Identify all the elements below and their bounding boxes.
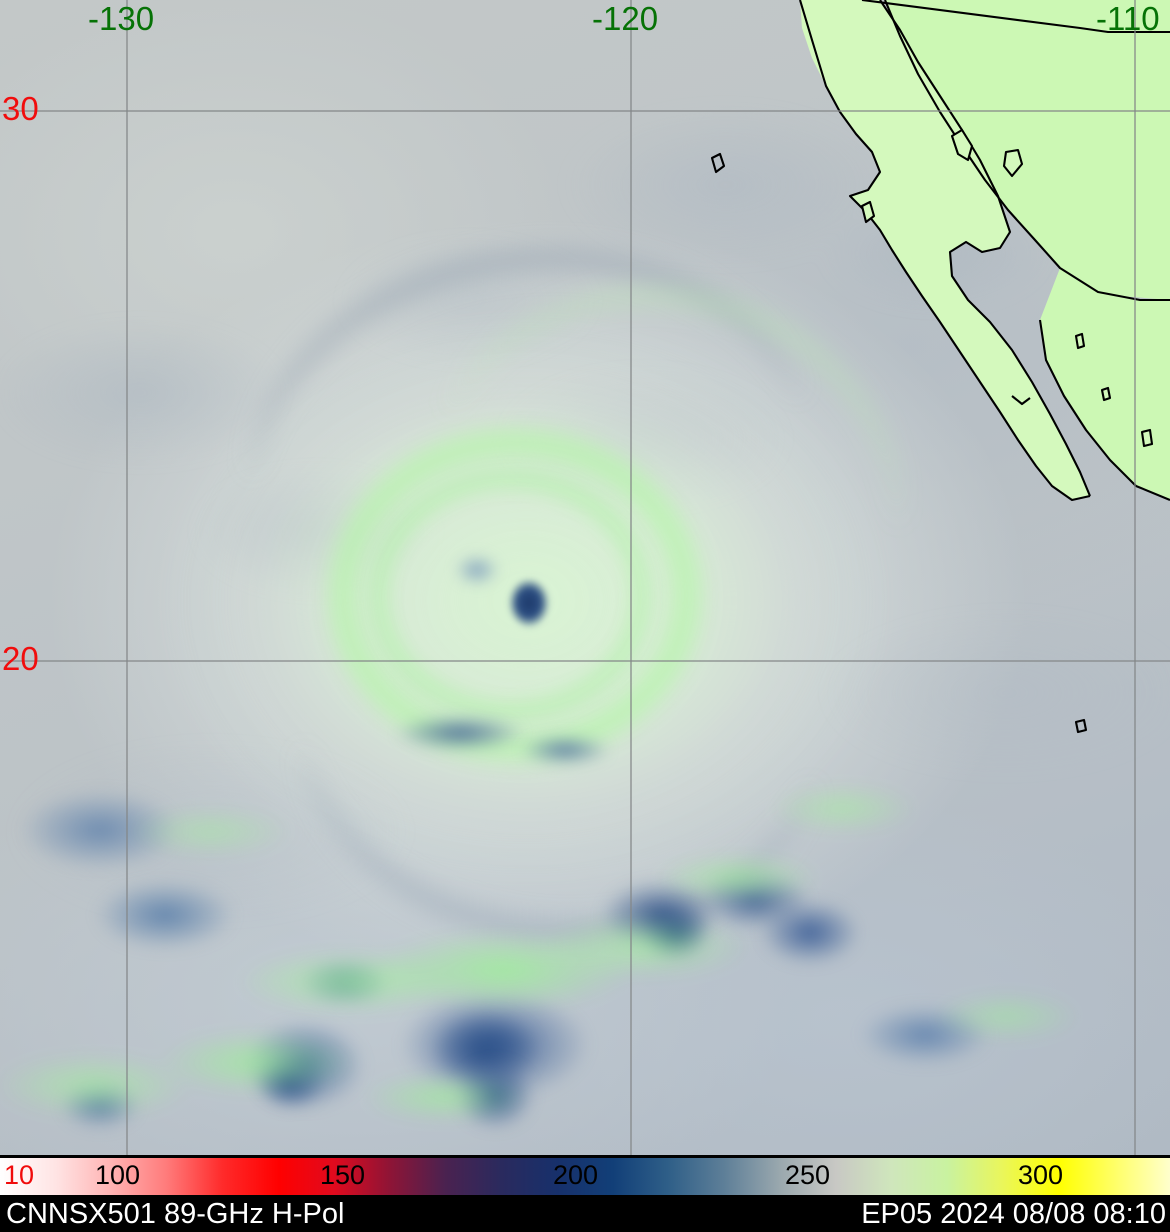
lat-label-20: 20 xyxy=(2,640,39,677)
colorbar-tick-100: 100 xyxy=(95,1160,141,1190)
colorbar-tick-200: 200 xyxy=(553,1160,599,1190)
lon-label-110: -110 xyxy=(1096,0,1160,37)
gridline-lon-110 xyxy=(1134,0,1136,1155)
lon-label-120: -120 xyxy=(592,0,659,37)
coastline-layer xyxy=(710,0,1170,734)
storm-eye xyxy=(508,578,550,628)
colorbar-tick-150: 150 xyxy=(320,1160,366,1190)
colorbar-strip[interactable]: 10 100 150 200 250 300 xyxy=(0,1158,1170,1195)
gridline-lat-20 xyxy=(0,660,1170,662)
colorbar[interactable]: 10 100 150 200 250 300 xyxy=(0,1155,1170,1198)
map-panel[interactable]: -130 -120 -110 30 20 xyxy=(0,0,1170,1155)
colorbar-tick-250: 250 xyxy=(785,1160,831,1190)
gridline-lon-120 xyxy=(630,0,632,1155)
colorbar-gradient xyxy=(0,1158,1170,1195)
sensor-label: CNNSX501 89-GHz H-Pol xyxy=(6,1198,345,1230)
colorbar-start-value: 10 xyxy=(4,1160,35,1190)
gridline-lat-30 xyxy=(0,110,1170,112)
lat-label-30: 30 xyxy=(2,90,39,127)
gridline-lon-130 xyxy=(126,0,128,1155)
storm-label: EP05 2024 08/08 08:10 xyxy=(861,1198,1166,1230)
footer-bar: CNNSX501 89-GHz H-Pol EP05 2024 08/08 08… xyxy=(0,1198,1170,1232)
colorbar-tick-300: 300 xyxy=(1018,1160,1064,1190)
lon-label-130: -130 xyxy=(88,0,155,37)
